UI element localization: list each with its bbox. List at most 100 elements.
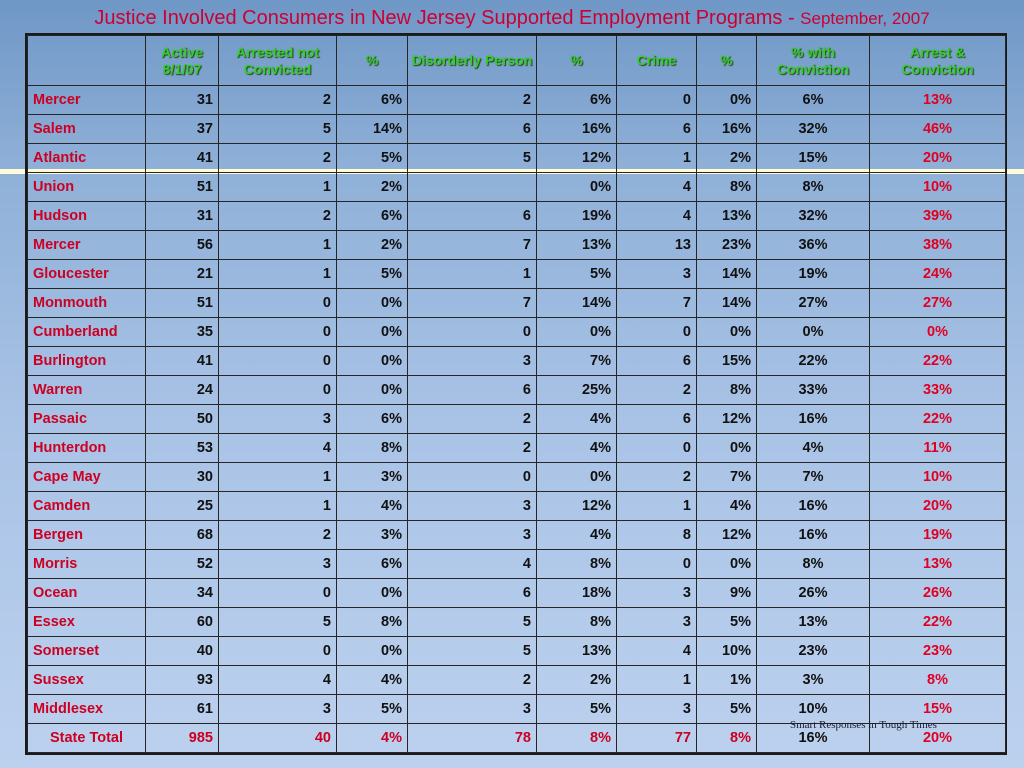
table-cell: 6 xyxy=(407,578,537,608)
county-name-cell: Morris xyxy=(27,549,146,579)
table-cell: 25% xyxy=(536,375,617,405)
table-cell: 22% xyxy=(869,607,1006,637)
table-cell: 32% xyxy=(756,201,870,231)
table-row: Hudson 31 2 6% 6 19% 4 13% 32% 39% xyxy=(27,201,1006,231)
table-cell: 51 xyxy=(145,288,219,318)
table-cell: 8% xyxy=(336,433,408,463)
table-cell: 2 xyxy=(407,433,537,463)
county-name-cell: Union xyxy=(27,172,146,202)
table-cell: 0% xyxy=(336,636,408,666)
table-cell: 16% xyxy=(756,520,870,550)
data-table-frame: Active 8/1/07 Arrested not Convicted % D… xyxy=(25,33,1007,755)
table-cell: 985 xyxy=(145,723,219,753)
table-cell: 36% xyxy=(756,230,870,260)
county-name-cell: Somerset xyxy=(27,636,146,666)
table-row: Passaic 50 3 6% 2 4% 6 12% 16% 22% xyxy=(27,404,1006,434)
table-cell: 3% xyxy=(336,462,408,492)
table-cell: 1 xyxy=(407,259,537,289)
table-cell: 10% xyxy=(696,636,757,666)
table-cell: 0% xyxy=(336,375,408,405)
table-cell: 8% xyxy=(696,723,757,753)
table-cell: 4% xyxy=(336,723,408,753)
table-cell: 19% xyxy=(756,259,870,289)
table-cell: 22% xyxy=(869,404,1006,434)
data-table: Active 8/1/07 Arrested not Convicted % D… xyxy=(27,35,1006,753)
table-cell: 6% xyxy=(336,85,408,115)
county-name-cell: Hunterdon xyxy=(27,433,146,463)
table-cell: 93 xyxy=(145,665,219,695)
table-cell: 8% xyxy=(336,607,408,637)
county-name-cell: Passaic xyxy=(27,404,146,434)
table-row: Mercer 31 2 6% 2 6% 0 0% 6% 13% xyxy=(27,85,1006,115)
county-name-cell: Mercer xyxy=(27,230,146,260)
table-cell: 8% xyxy=(756,172,870,202)
county-name-cell: Mercer xyxy=(27,85,146,115)
column-header: % xyxy=(336,35,408,86)
table-cell: 3 xyxy=(616,607,697,637)
column-header: Arrested not Convicted xyxy=(218,35,337,86)
table-cell: 19% xyxy=(536,201,617,231)
table-cell: 68 xyxy=(145,520,219,550)
table-cell: 34 xyxy=(145,578,219,608)
table-cell: 37 xyxy=(145,114,219,144)
table-cell: 4 xyxy=(616,201,697,231)
table-cell: 7 xyxy=(407,288,537,318)
table-cell: 2 xyxy=(407,404,537,434)
table-cell: 18% xyxy=(536,578,617,608)
table-cell: 8% xyxy=(536,549,617,579)
table-cell: 19% xyxy=(869,520,1006,550)
table-cell: 4 xyxy=(407,549,537,579)
county-name-cell: Middlesex xyxy=(27,694,146,724)
table-cell: 2 xyxy=(407,665,537,695)
table-cell: 26% xyxy=(869,578,1006,608)
table-cell: 11% xyxy=(869,433,1006,463)
table-cell: 3 xyxy=(616,259,697,289)
table-cell: 3 xyxy=(616,694,697,724)
table-cell: 5% xyxy=(536,694,617,724)
table-cell: 20% xyxy=(869,491,1006,521)
column-header: % with Conviction xyxy=(756,35,870,86)
table-cell: 35 xyxy=(145,317,219,347)
table-cell: 3 xyxy=(407,520,537,550)
table-cell: 16% xyxy=(536,114,617,144)
table-cell: 2 xyxy=(218,520,337,550)
table-row: Camden 25 1 4% 3 12% 1 4% 16% 20% xyxy=(27,491,1006,521)
table-cell: 0 xyxy=(218,346,337,376)
column-header: Crime xyxy=(616,35,697,86)
table-cell: 22% xyxy=(869,346,1006,376)
table-cell: 6% xyxy=(336,201,408,231)
column-header: % xyxy=(696,35,757,86)
table-cell: 25 xyxy=(145,491,219,521)
table-cell: 2 xyxy=(616,375,697,405)
table-cell: 61 xyxy=(145,694,219,724)
county-name-cell: Salem xyxy=(27,114,146,144)
table-cell: 3 xyxy=(218,549,337,579)
table-cell: 5 xyxy=(218,114,337,144)
table-cell: 5% xyxy=(336,694,408,724)
county-name-cell: State Total xyxy=(27,723,146,753)
table-cell: 16% xyxy=(756,723,870,753)
table-cell: 0% xyxy=(336,346,408,376)
title-date: September, 2007 xyxy=(800,9,930,28)
table-cell: 0% xyxy=(536,172,617,202)
table-cell: 4% xyxy=(536,433,617,463)
county-name-cell: Atlantic xyxy=(27,143,146,173)
table-cell: 26% xyxy=(756,578,870,608)
table-cell: 1% xyxy=(696,665,757,695)
table-cell: 13% xyxy=(536,230,617,260)
page-title: Justice Involved Consumers in New Jersey… xyxy=(0,6,1024,31)
table-row: Cumberland 35 0 0% 0 0% 0 0% 0% 0% xyxy=(27,317,1006,347)
table-cell: 0% xyxy=(536,462,617,492)
county-name-cell: Ocean xyxy=(27,578,146,608)
table-cell: 6% xyxy=(536,85,617,115)
table-cell: 39% xyxy=(869,201,1006,231)
table-row: Burlington 41 0 0% 3 7% 6 15% 22% 22% xyxy=(27,346,1006,376)
table-cell: 2 xyxy=(218,201,337,231)
table-cell: 56 xyxy=(145,230,219,260)
table-cell: 15% xyxy=(756,143,870,173)
table-cell: 33% xyxy=(869,375,1006,405)
table-cell: 6 xyxy=(407,201,537,231)
table-cell: 5% xyxy=(336,259,408,289)
column-header: Arrest & Conviction xyxy=(869,35,1006,86)
table-cell: 1 xyxy=(218,172,337,202)
